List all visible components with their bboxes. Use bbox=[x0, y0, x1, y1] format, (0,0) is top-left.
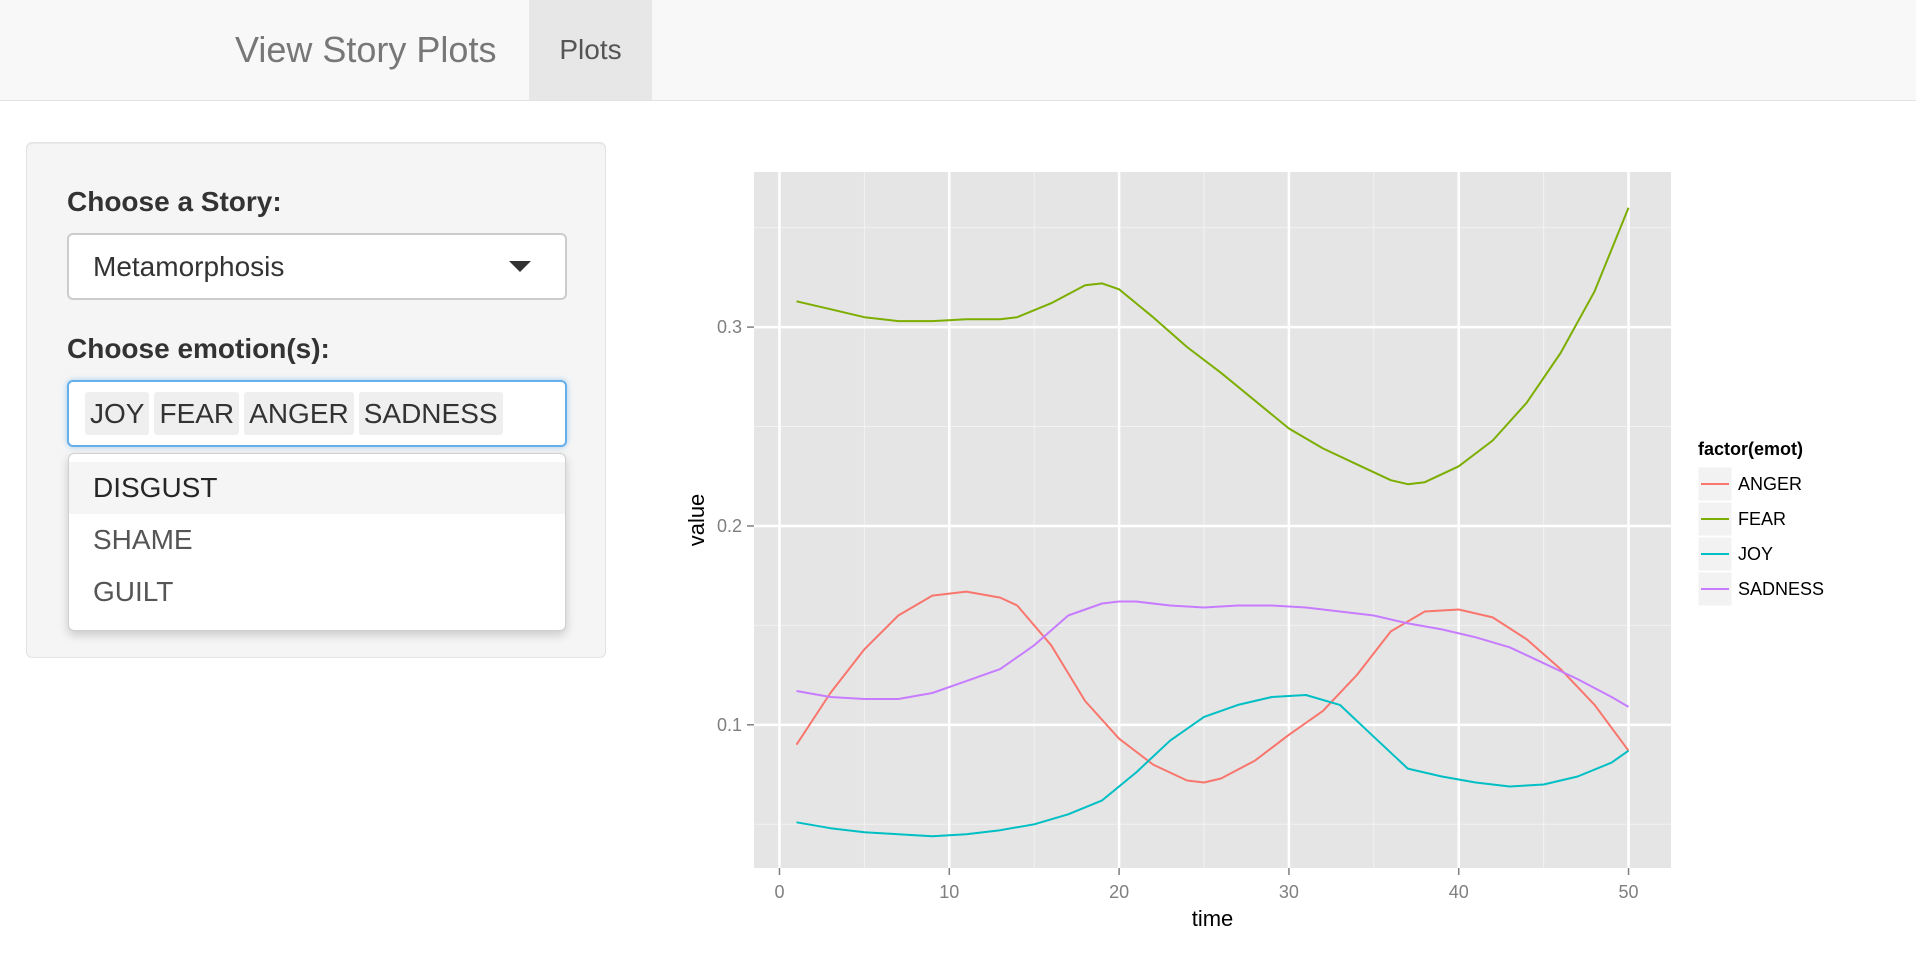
emotion-chip-sadness[interactable]: SADNESS bbox=[358, 392, 503, 435]
x-tick-label: 50 bbox=[1619, 882, 1639, 902]
legend-label-joy: JOY bbox=[1738, 544, 1773, 564]
emotion-line-chart: 0 10 20 30 40 50 0.1 0.2 0.3 time value factor(emot… bbox=[684, 172, 1824, 931]
y-tick-label: 0.3 bbox=[717, 317, 742, 337]
y-axis-label: value bbox=[684, 494, 709, 547]
y-tick-label: 0.1 bbox=[717, 715, 742, 735]
x-tick-label: 20 bbox=[1109, 882, 1129, 902]
emotion-chip-anger[interactable]: ANGER bbox=[244, 392, 354, 435]
story-select[interactable]: Metamorphosis bbox=[67, 233, 567, 300]
x-axis-label: time bbox=[1192, 906, 1234, 931]
series-line-fear bbox=[796, 207, 1630, 486]
app-title[interactable]: View Story Plots bbox=[235, 29, 497, 70]
dropdown-option-guilt[interactable]: GUILT bbox=[93, 576, 174, 607]
story-select-label: Choose a Story: bbox=[67, 186, 282, 217]
legend-label-fear: FEAR bbox=[1738, 509, 1786, 529]
caret-down-icon bbox=[509, 261, 531, 272]
sidebar-panel: Choose a Story: Metamorphosis Choose emo… bbox=[26, 142, 606, 658]
series-line-joy bbox=[796, 694, 1630, 838]
story-select-value: Metamorphosis bbox=[93, 251, 285, 282]
plot-panel bbox=[754, 172, 1671, 868]
legend-label-anger: ANGER bbox=[1738, 474, 1802, 494]
emotion-chip-fear[interactable]: FEAR bbox=[154, 392, 240, 435]
emotion-select-label: Choose emotion(s): bbox=[67, 333, 330, 364]
dropdown-option-disgust[interactable]: DISGUST bbox=[69, 462, 565, 514]
series-line-anger bbox=[795, 590, 1630, 784]
x-tick-label: 30 bbox=[1279, 882, 1299, 902]
tab-plots[interactable]: Plots bbox=[529, 0, 652, 100]
series-line-sadness bbox=[796, 600, 1630, 708]
emotion-dropdown-menu: DISGUST SHAME GUILT bbox=[68, 453, 566, 631]
legend-label-sadness: SADNESS bbox=[1738, 579, 1824, 599]
legend-title: factor(emot) bbox=[1698, 439, 1803, 459]
navbar: View Story Plots Plots bbox=[0, 0, 1916, 101]
emotion-chip-joy[interactable]: JOY bbox=[85, 392, 150, 435]
dropdown-option-shame[interactable]: SHAME bbox=[93, 524, 193, 555]
y-tick-label: 0.2 bbox=[717, 516, 742, 536]
x-tick-label: 0 bbox=[774, 882, 784, 902]
x-tick-label: 40 bbox=[1449, 882, 1469, 902]
emotion-multi-select[interactable]: JOY FEAR ANGER SADNESS bbox=[67, 380, 567, 447]
x-tick-label: 10 bbox=[939, 882, 959, 902]
